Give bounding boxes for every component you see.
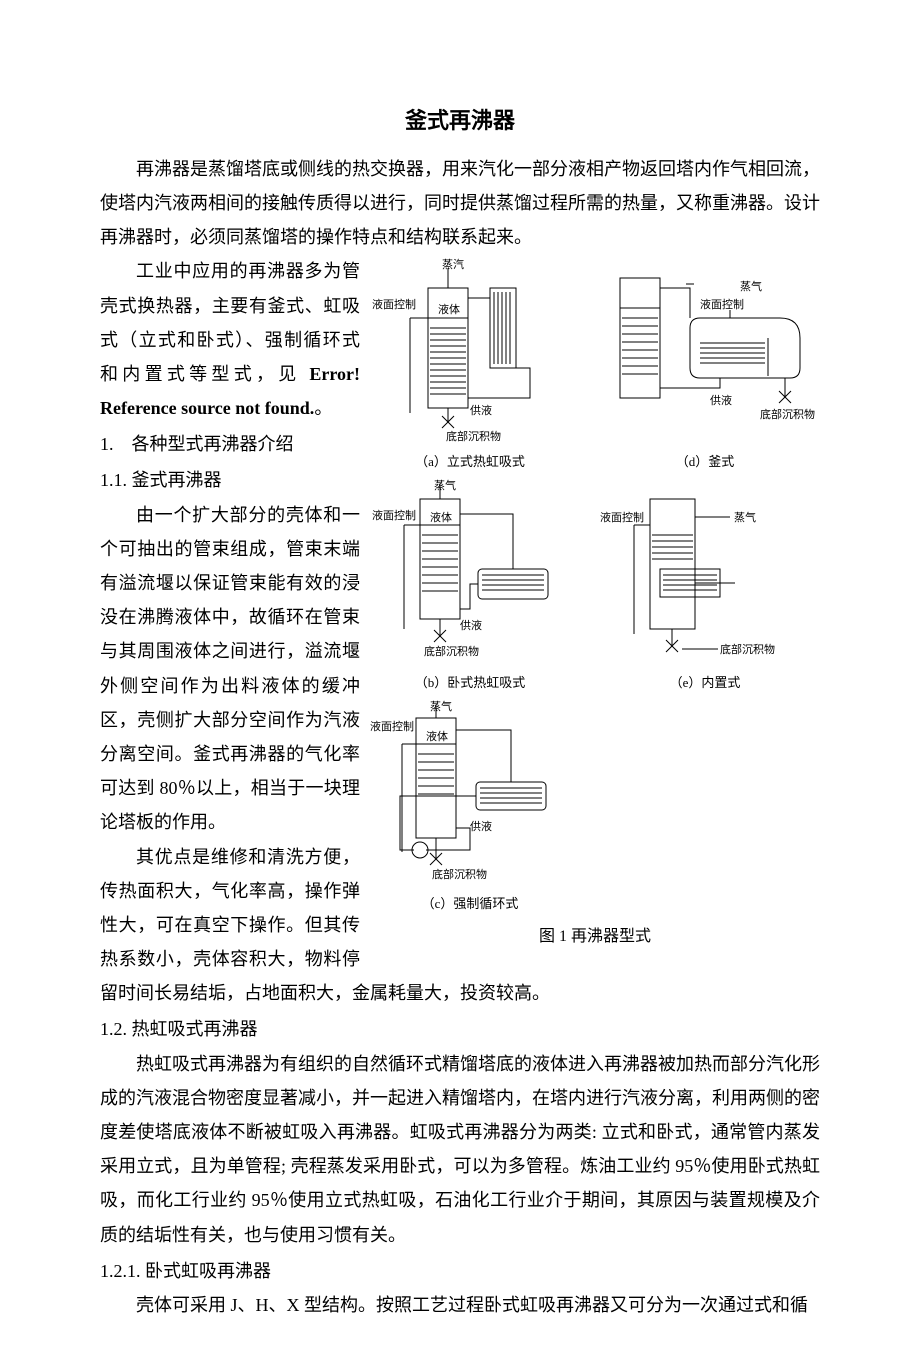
svg-text:底部沉积物: 底部沉积物	[760, 407, 815, 421]
svg-text:供液: 供液	[460, 618, 482, 632]
svg-text:液面控制: 液面控制	[372, 297, 416, 311]
paragraph-2b: 。	[314, 398, 332, 418]
svg-text:液体: 液体	[430, 510, 452, 524]
document-title: 釜式再沸器	[100, 100, 820, 142]
svg-text:液面控制: 液面控制	[600, 510, 644, 524]
svg-text:蒸气: 蒸气	[434, 479, 456, 492]
figure-d-kettle: 蒸气 液面控制 供液	[590, 258, 820, 448]
paragraph-1: 再沸器是蒸馏塔底或侧线的热交换器，用来汽化一部分液相产物返回塔内作气相回流，使塔…	[100, 152, 820, 255]
section-1-2: 1.2. 热虹吸式再沸器	[100, 1012, 820, 1046]
svg-text:液面控制: 液面控制	[700, 297, 744, 311]
svg-text:液体: 液体	[426, 729, 448, 743]
svg-text:底部沉积物: 底部沉积物	[720, 642, 775, 656]
svg-text:蒸汽: 蒸汽	[442, 258, 464, 271]
svg-text:底部沉积物: 底部沉积物	[446, 429, 501, 443]
figure-e-internal: 液面控制 蒸气	[590, 479, 820, 669]
svg-text:蒸气: 蒸气	[734, 510, 756, 524]
figure-b-caption: （b）卧式热虹吸式	[415, 671, 526, 696]
paragraph-6: 壳体可采用 J、H、X 型结构。按照工艺过程卧式虹吸再沸器又可分为一次通过式和循	[100, 1288, 820, 1322]
svg-text:液面控制: 液面控制	[372, 508, 416, 522]
svg-text:供液: 供液	[470, 819, 492, 833]
figure-a-caption: （a）立式热虹吸式	[415, 450, 525, 475]
figure-d-caption: （d）釜式	[676, 450, 735, 475]
svg-text:供液: 供液	[710, 393, 732, 407]
figure-1: 液体 蒸汽	[370, 258, 820, 952]
svg-text:蒸气: 蒸气	[430, 700, 452, 713]
svg-text:液面控制: 液面控制	[370, 719, 414, 733]
figure-e-caption: （e）内置式	[670, 671, 741, 696]
figure-b-horizontal-thermosiphon: 液体 蒸气 液面控制	[370, 479, 570, 669]
figure-c-caption: （c）强制循环式	[422, 892, 519, 917]
svg-text:底部沉积物: 底部沉积物	[432, 867, 487, 881]
paragraph-5: 热虹吸式再沸器为有组织的自然循环式精馏塔底的液体进入再沸器被加热而部分汽化形成的…	[100, 1047, 820, 1252]
section-1-2-1: 1.2.1. 卧式虹吸再沸器	[100, 1254, 820, 1288]
svg-text:底部沉积物: 底部沉积物	[424, 644, 479, 658]
svg-text:液体: 液体	[438, 302, 460, 316]
svg-text:供液: 供液	[470, 403, 492, 417]
figure-a-vertical-thermosiphon: 液体 蒸汽	[370, 258, 570, 448]
svg-text:蒸气: 蒸气	[740, 279, 762, 293]
figure-main-caption: 图 1 再沸器型式	[370, 922, 820, 952]
figure-c-forced-circulation: 液体 蒸气 液面控制	[370, 700, 570, 890]
